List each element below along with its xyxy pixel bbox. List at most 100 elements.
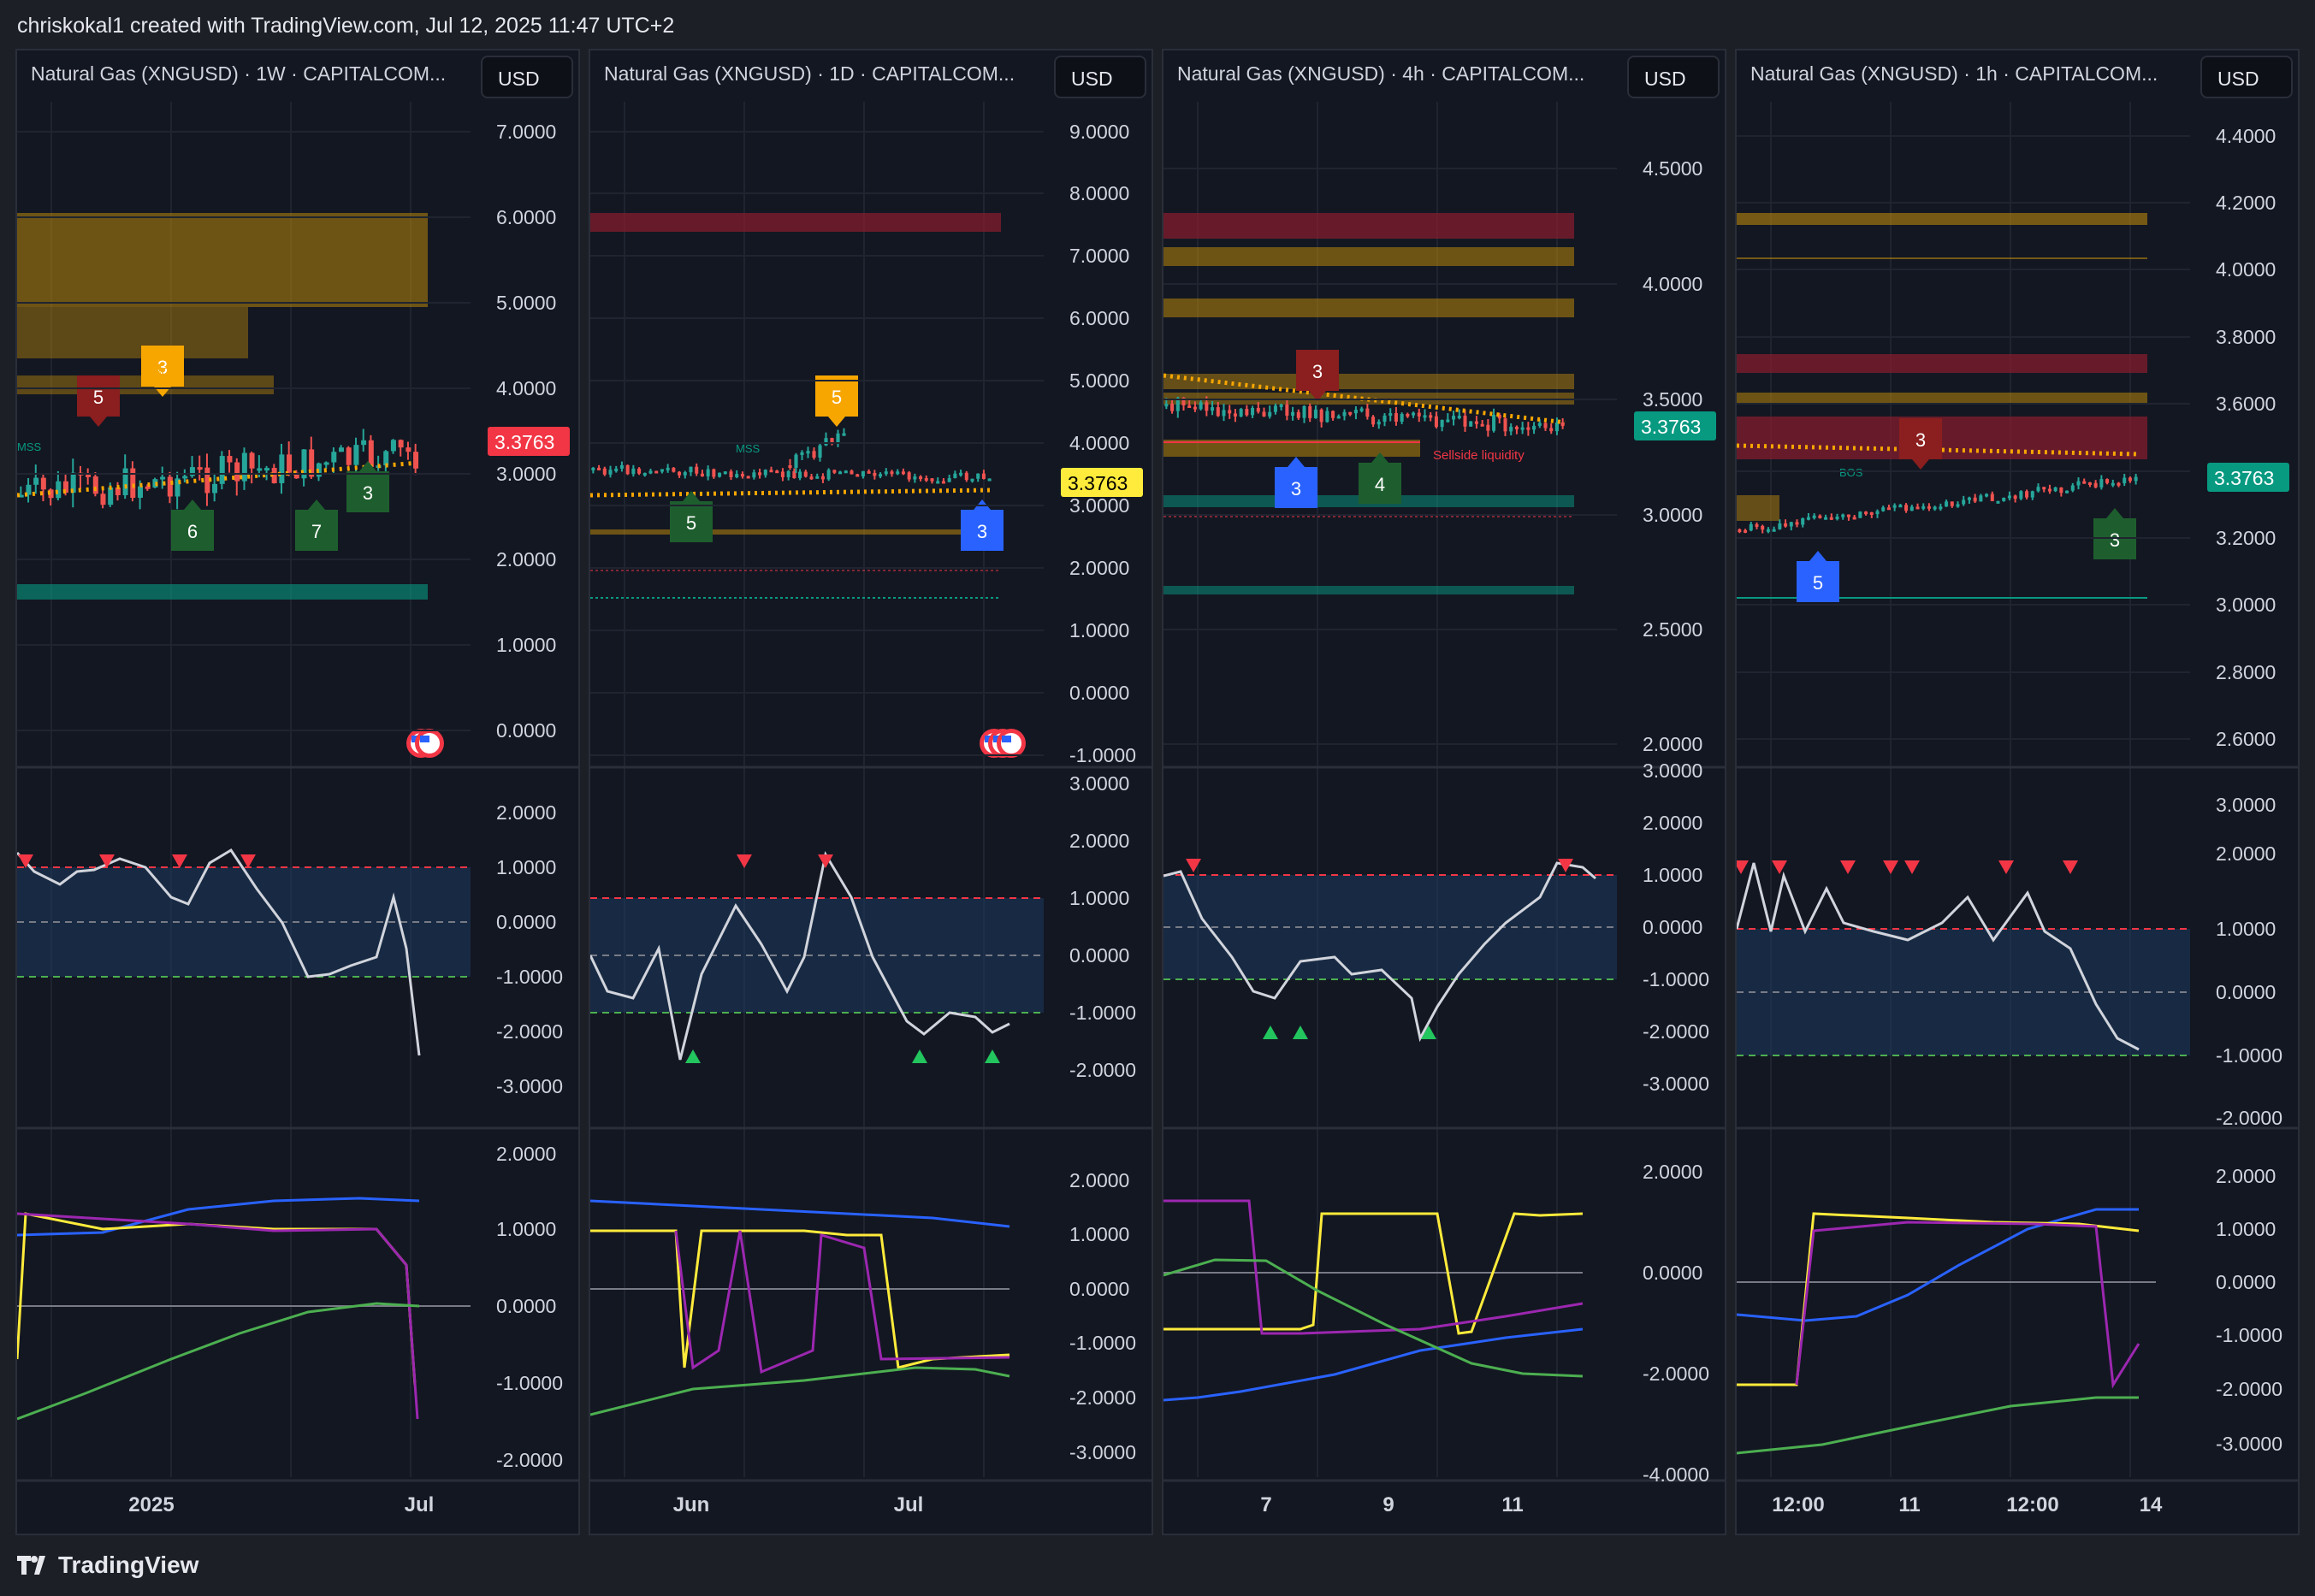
time-axis-label: Jun xyxy=(673,1493,710,1516)
price-axis-label: 3.0000 xyxy=(1069,494,1129,517)
symbol-title[interactable]: Natural Gas (XNGUSD) · 1D · CAPITALCOM..… xyxy=(604,62,1015,85)
candle-body xyxy=(1927,505,1931,509)
currency-button[interactable]: USD xyxy=(1054,56,1146,98)
candle-body xyxy=(890,471,894,475)
osc-axis-label: 2.0000 xyxy=(1643,812,1702,834)
candle-body xyxy=(947,478,951,482)
chart-canvas[interactable]: 536 73BOSMSS7.00006.00005.00004.00003.000… xyxy=(17,50,580,1535)
candle-body xyxy=(1377,422,1381,425)
candle-body xyxy=(913,476,917,480)
candle-body xyxy=(167,476,173,497)
candle-body xyxy=(678,471,682,476)
indicator-line xyxy=(1737,862,2140,1051)
candle-body xyxy=(108,487,114,505)
time-axis-label: 14 xyxy=(2140,1493,2163,1516)
candle-body xyxy=(353,445,359,465)
candle-body xyxy=(970,478,974,482)
candle-body xyxy=(1892,505,1897,508)
wave-label-marker xyxy=(1899,418,1942,470)
symbol-title[interactable]: Natural Gas (XNGUSD) · 1h · CAPITALCOM..… xyxy=(1750,62,2158,85)
time-axis-label: Jul xyxy=(894,1493,924,1516)
sell-signal-triangle xyxy=(2063,860,2078,874)
histogram-line xyxy=(1795,1221,2140,1389)
candle-body xyxy=(842,433,846,436)
candle-body xyxy=(788,465,792,468)
price-badge xyxy=(488,427,570,456)
chart-panel-1h[interactable]: Natural Gas (XNGUSD) · 1h · CAPITALCOM..… xyxy=(1735,49,2300,1535)
currency-button[interactable]: USD xyxy=(481,56,573,98)
candle-body xyxy=(70,472,76,494)
price-axis-label: 0.0000 xyxy=(496,719,556,742)
currency-button[interactable]: USD xyxy=(2200,56,2293,98)
wave-label-marker xyxy=(815,375,858,427)
candle-body xyxy=(2002,498,2006,501)
candle-body xyxy=(212,483,218,494)
candle-body xyxy=(1806,517,1810,520)
candle-body xyxy=(2093,482,2098,488)
wave-label-text: 3 xyxy=(157,357,168,378)
candle-body xyxy=(763,470,767,476)
moving-average-dots xyxy=(590,488,992,498)
candle-body xyxy=(1795,522,1799,525)
price-badge-label: 3.3763 xyxy=(2214,467,2274,489)
chart-canvas[interactable]: 353BOS4.40004.20004.00003.80003.60003.40… xyxy=(1737,50,2300,1535)
currency-button[interactable]: USD xyxy=(1627,56,1720,98)
candle-body xyxy=(1279,404,1283,407)
candle-body xyxy=(1469,421,1473,427)
chart-panel-4h[interactable]: Natural Gas (XNGUSD) · 4h · CAPITALCOM..… xyxy=(1162,49,1726,1535)
chart-canvas[interactable]: 3 3 4 Sellside liquidity 4.5000 4.0000 3.5000 3… xyxy=(1163,50,1726,1535)
sell-signal-triangle xyxy=(1558,859,1573,872)
price-axis-label: 7.0000 xyxy=(1069,245,1129,267)
trend-line xyxy=(1737,1396,2139,1455)
candle-body xyxy=(339,447,344,452)
buy-signal-triangle xyxy=(1293,1026,1308,1039)
candle-body xyxy=(293,472,299,479)
chart-panel-1w[interactable]: Natural Gas (XNGUSD) · 1W · CAPITALCOM..… xyxy=(15,49,580,1535)
price-axis-label: 2.0000 xyxy=(1643,733,1702,755)
candle-body xyxy=(368,440,374,467)
candle-body xyxy=(1440,419,1444,428)
moving-average-dots xyxy=(1163,373,1566,425)
candle-body xyxy=(1869,511,1874,515)
candle-body xyxy=(1313,409,1317,418)
candle-body xyxy=(1921,505,1926,509)
candle-body xyxy=(18,494,24,498)
candle-body xyxy=(62,481,68,494)
macd-axis-label: -2.0000 xyxy=(496,1449,563,1471)
macd-axis-label: 1.0000 xyxy=(1069,1223,1129,1245)
candle-body xyxy=(1554,422,1559,432)
candle-body xyxy=(1939,506,1943,510)
osc-axis-label: 3.0000 xyxy=(2216,794,2276,816)
candle-body xyxy=(406,447,411,452)
wave-label-text: 5 xyxy=(1813,572,1823,594)
osc-axis-label: -2.0000 xyxy=(1643,1020,1709,1043)
us-flag-icon xyxy=(420,736,429,742)
time-axis-label: 12:00 xyxy=(2006,1493,2058,1516)
supply-demand-zone xyxy=(1163,299,1574,317)
supply-demand-zone xyxy=(17,307,248,358)
candle-body xyxy=(1950,501,1954,506)
price-axis-label: 3.5000 xyxy=(1643,388,1702,411)
symbol-title[interactable]: Natural Gas (XNGUSD) · 4h · CAPITALCOM..… xyxy=(1177,62,1585,85)
candle-body xyxy=(1211,407,1215,411)
candle-body xyxy=(1520,427,1525,430)
macd-axis-label: -2.0000 xyxy=(1643,1363,1709,1385)
structure-label: MSS xyxy=(17,440,42,453)
supply-demand-zone xyxy=(1163,374,1574,389)
wave-label-text: 3 xyxy=(1291,478,1301,499)
candle-body xyxy=(981,473,986,479)
candle-body xyxy=(1967,497,1971,500)
candle-body xyxy=(33,477,39,485)
chart-canvas[interactable]: 5 5 3 MSS 9.0000 8.0000 7.0000 6.0000 5.0000 4.00… xyxy=(590,50,1153,1535)
candle-body xyxy=(1778,523,1782,529)
candle-body xyxy=(1382,415,1387,423)
candle-body xyxy=(1336,416,1341,419)
wave-label-text: 3 xyxy=(363,482,373,504)
tradingview-logo[interactable]: TradingView xyxy=(17,1550,198,1581)
candle-body xyxy=(1818,515,1822,518)
candle-body xyxy=(2128,477,2132,482)
price-badge xyxy=(1061,468,1143,497)
symbol-title[interactable]: Natural Gas (XNGUSD) · 1W · CAPITALCOM..… xyxy=(31,62,447,85)
candle-body xyxy=(1956,504,1960,507)
chart-panel-1d[interactable]: Natural Gas (XNGUSD) · 1D · CAPITALCOM..… xyxy=(589,49,1153,1535)
